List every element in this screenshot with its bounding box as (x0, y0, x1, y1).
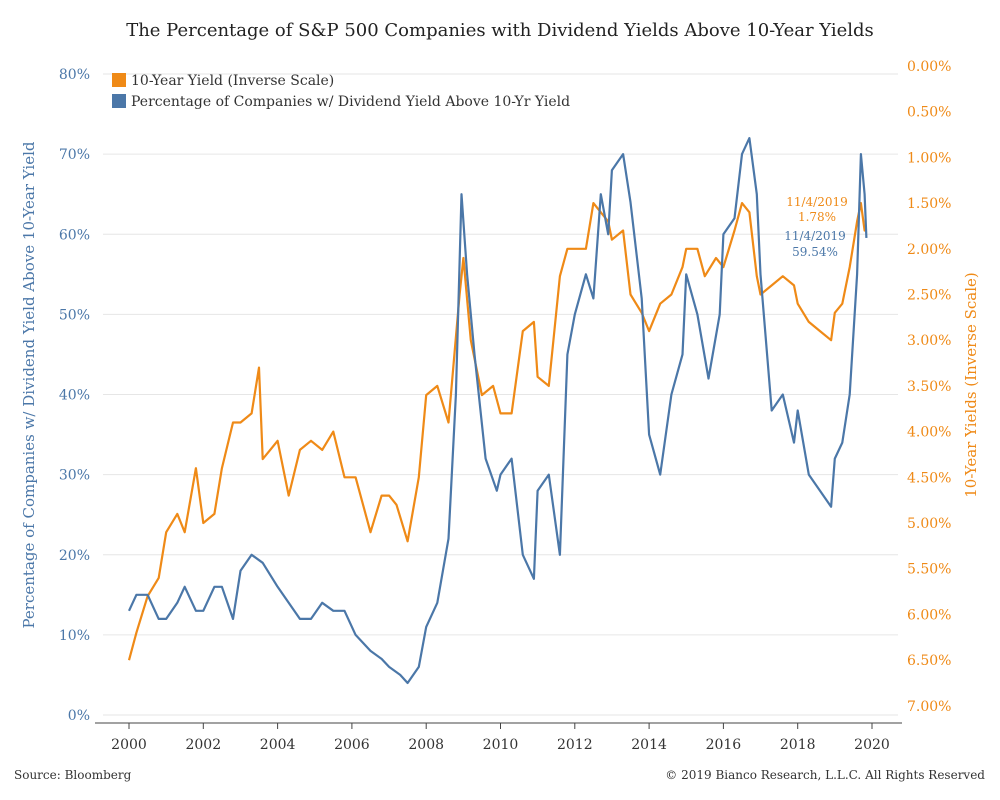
right-tick-label: 5.50% (907, 562, 951, 578)
right-tick-label: 1.00% (907, 150, 951, 166)
right-tick-label: 4.00% (907, 425, 951, 441)
x-tick-label: 2014 (631, 737, 667, 753)
right-tick-label: 2.00% (907, 242, 951, 258)
right-tick-label: 6.00% (907, 607, 951, 623)
legend-label-percentage: Percentage of Companies w/ Dividend Yiel… (131, 94, 570, 110)
gridlines (103, 73, 898, 716)
right-tick-label: 3.00% (907, 333, 951, 349)
right-tick-label: 6.50% (907, 653, 951, 669)
left-tick-label: 60% (59, 227, 90, 243)
left-tick-label: 20% (59, 548, 90, 564)
left-tick-label: 80% (59, 67, 90, 83)
series-line-10-year-yield (127, 202, 868, 661)
x-tick-label: 2018 (780, 737, 816, 753)
annotation-percentage-date: 11/4/2019 (784, 229, 846, 243)
series-line-percentage (128, 137, 868, 685)
x-tick-label: 2006 (334, 737, 370, 753)
x-tick-label: 2008 (408, 737, 444, 753)
left-axis-ticks: 0% 10% 20% 30% 40% 50% 60% 70% 80% (59, 67, 90, 724)
right-axis-ticks: 0.00% 0.50% 1.00% 1.50% 2.00% 2.50% 3.00% 3.50%… (907, 59, 951, 715)
x-tick-label: 2016 (706, 737, 742, 753)
x-tick-label: 2000 (111, 737, 147, 753)
right-tick-label: 1.50% (907, 196, 951, 212)
legend: 10-Year Yield (Inverse Scale) Percentage… (112, 73, 570, 110)
left-axis-label: Percentage of Companies w/ Dividend Yiel… (20, 141, 38, 628)
right-axis-label: 10-Year Yields (Inverse Scale) (962, 272, 980, 498)
copyright-note: © 2019 Bianco Research, L.L.C. All Right… (665, 768, 985, 782)
chart-title: The Percentage of S&P 500 Companies with… (126, 20, 874, 41)
left-tick-label: 0% (68, 708, 90, 724)
annotation-yield-value: 1.78% (798, 210, 836, 224)
legend-swatch-yield (112, 73, 126, 87)
right-tick-label: 0.00% (907, 59, 951, 75)
source-note: Source: Bloomberg (14, 768, 132, 782)
left-tick-label: 10% (59, 628, 90, 644)
series-lines (127, 137, 868, 685)
left-tick-label: 30% (59, 468, 90, 484)
right-tick-label: 4.50% (907, 470, 951, 486)
right-tick-label: 5.00% (907, 516, 951, 532)
left-tick-label: 50% (59, 307, 90, 323)
x-tick-label: 2020 (854, 737, 890, 753)
annotation-percentage-value: 59.54% (792, 245, 838, 259)
annotations: 11/4/2019 1.78% 11/4/2019 59.54% (784, 195, 848, 259)
x-tick-label: 2010 (483, 737, 519, 753)
legend-swatch-percentage (112, 94, 126, 108)
x-tick-label: 2002 (185, 737, 221, 753)
x-axis-ticks: 2000 2002 2004 2006 2008 2010 2012 2014 2016 2018… (111, 723, 890, 753)
annotation-yield-date: 11/4/2019 (786, 195, 848, 209)
right-tick-label: 3.50% (907, 379, 951, 395)
right-tick-label: 2.50% (907, 288, 951, 304)
x-tick-label: 2012 (557, 737, 593, 753)
x-tick-label: 2004 (260, 737, 296, 753)
legend-label-yield: 10-Year Yield (Inverse Scale) (131, 73, 334, 89)
left-tick-label: 70% (59, 147, 90, 163)
right-tick-label: 7.00% (907, 699, 951, 715)
left-tick-label: 40% (59, 388, 90, 404)
right-tick-label: 0.50% (907, 105, 951, 121)
